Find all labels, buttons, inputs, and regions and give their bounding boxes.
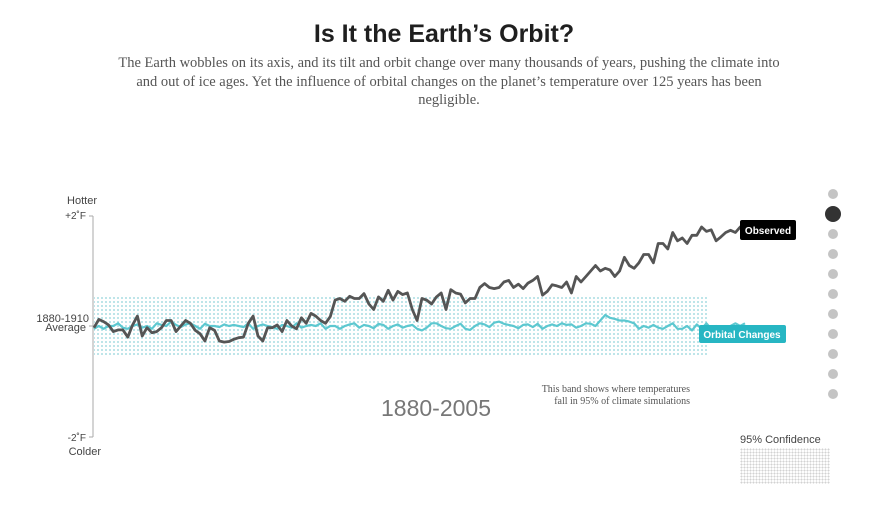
y-label-plus2: +2˚F bbox=[65, 210, 86, 222]
slide-navigation bbox=[823, 186, 843, 402]
slide-dot-11[interactable] bbox=[828, 389, 838, 399]
band-note-line-2: fall in 95% of climate simulations bbox=[554, 396, 690, 407]
slide-dot-10[interactable] bbox=[828, 369, 838, 379]
orbital-series-tag bbox=[699, 325, 786, 343]
slide-dot-4[interactable] bbox=[828, 249, 838, 259]
slide-dot-6[interactable] bbox=[828, 289, 838, 299]
slide-dot-9[interactable] bbox=[828, 349, 838, 359]
slide-dot-3[interactable] bbox=[828, 229, 838, 239]
slide-dot-8[interactable] bbox=[828, 329, 838, 339]
slide-dot-1[interactable] bbox=[828, 189, 838, 199]
y-label-hotter: Hotter bbox=[67, 195, 97, 207]
y-label-minus2: -2˚F bbox=[68, 432, 86, 444]
y-label-baseline-years: 1880-1910 bbox=[36, 313, 89, 325]
series-line-orbital-changes bbox=[93, 313, 746, 332]
legend-label: 95% Confidence bbox=[740, 434, 821, 446]
y-label-average: Average bbox=[45, 322, 86, 334]
orbital-series-tag-label: Orbital Changes bbox=[703, 330, 781, 341]
y-label-colder: Colder bbox=[69, 446, 102, 458]
slide-dot-2[interactable] bbox=[825, 206, 841, 222]
legend-confidence-swatch bbox=[740, 448, 830, 484]
slide-dot-5[interactable] bbox=[828, 269, 838, 279]
observed-series-tag-label: Observed bbox=[745, 226, 791, 237]
page-title: Is It the Earth’s Orbit? bbox=[313, 20, 575, 48]
page-subtitle: The Earth wobbles on its axis, and its t… bbox=[118, 55, 780, 108]
period-label: 1880-2005 bbox=[381, 395, 491, 421]
slide-dot-7[interactable] bbox=[828, 309, 838, 319]
observed-series-tag bbox=[740, 220, 796, 240]
series-line-observed bbox=[92, 225, 746, 344]
band-note-line-1: This band shows where temperatures bbox=[542, 384, 690, 395]
